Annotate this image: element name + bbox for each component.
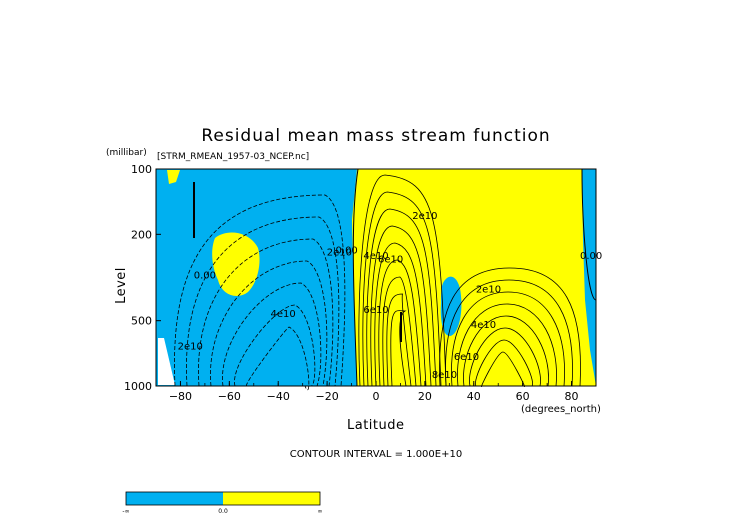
x-tick-label: −80 xyxy=(169,390,192,403)
negative-patch-central xyxy=(440,276,462,336)
y-tick-label: 1000 xyxy=(124,380,152,393)
contour-line-positive xyxy=(439,267,581,387)
contour-label: 2e10 xyxy=(178,342,203,353)
contour-line-positive xyxy=(451,291,565,387)
contour-line-positive xyxy=(386,293,412,387)
x-axis-label: Latitude xyxy=(347,418,405,433)
contour-label: 4e10 xyxy=(471,320,496,331)
contour-line-zero xyxy=(581,168,597,301)
contour-line-positive xyxy=(463,315,549,387)
contour-line-positive xyxy=(382,276,417,387)
colorbar-label: -∞ xyxy=(122,508,129,515)
contour-label: 6e10 xyxy=(378,255,403,266)
x-tick-label: 40 xyxy=(467,390,481,403)
contour-line-positive xyxy=(378,259,422,387)
contour-line-negative xyxy=(174,194,346,387)
colorbar-negative xyxy=(126,492,223,505)
contour-line-negative xyxy=(186,216,340,387)
contour-label: 4e10 xyxy=(270,309,295,320)
y-tick-label: 100 xyxy=(131,163,152,176)
contour-line-negative xyxy=(210,260,328,387)
x-tick-label: −40 xyxy=(267,390,290,403)
colorbar: -∞ 0.0 ∞ xyxy=(122,491,323,515)
x-axis-units: (degrees_north) xyxy=(521,404,601,415)
contour-label: 4e10 xyxy=(363,251,388,262)
contour-line-positive xyxy=(390,310,407,387)
x-tick-label: 0 xyxy=(373,390,380,403)
colorbar-positive xyxy=(223,492,320,505)
contour-label: 2e10 xyxy=(476,284,501,295)
contour-line-positive xyxy=(366,208,437,387)
colorbar-label: 0.0 xyxy=(218,508,228,515)
contour-interval-note: CONTOUR INTERVAL = 1.000E+10 xyxy=(289,449,463,460)
x-axis-ticks: −80 −60 −40 −20 0 20 40 60 80 xyxy=(155,381,597,403)
contour-line-positive xyxy=(445,279,573,387)
x-tick-label: 60 xyxy=(516,390,530,403)
positive-patch-corner xyxy=(167,170,180,184)
contour-label: 6e10 xyxy=(454,352,479,363)
contour-line-positive xyxy=(358,174,447,387)
contour-label: 6e10 xyxy=(363,305,388,316)
contour-line-zero xyxy=(352,168,359,387)
x-tick-label: −20 xyxy=(316,390,339,403)
contour-line-positive xyxy=(362,191,442,387)
contour-line-positive xyxy=(457,303,557,387)
contour-label: 0.00 xyxy=(194,271,216,282)
contour-label: 2e10 xyxy=(412,211,437,222)
contour-labels: 0.002e104e102e100.002e104e106e106e108e10… xyxy=(178,211,603,381)
contour-line-negative xyxy=(246,326,310,390)
positive-patch-west xyxy=(212,232,260,296)
fill-regions xyxy=(156,169,596,386)
y-axis-units: (millibar) xyxy=(106,148,147,158)
contour-line-positive xyxy=(469,327,541,387)
contour-label: 0.00 xyxy=(336,245,358,256)
contour-label: 8e10 xyxy=(432,370,457,381)
y-tick-label: 500 xyxy=(131,315,152,328)
y-axis-ticks: 100 200 500 1000 xyxy=(124,163,161,393)
contour-label: 0.00 xyxy=(580,251,602,262)
contour-line-negative xyxy=(198,238,334,387)
contour-lines xyxy=(174,168,597,390)
negative-region-east xyxy=(582,169,596,300)
missing-data-wedge xyxy=(158,338,175,385)
contour-line-negative xyxy=(234,304,316,387)
source-label: [STRM_RMEAN_1957-03_NCEP.nc] xyxy=(157,152,310,162)
contour-line-positive xyxy=(370,225,432,387)
contour-line-negative xyxy=(222,282,322,387)
x-tick-label: 80 xyxy=(565,390,579,403)
colorbar-frame xyxy=(125,491,321,506)
contour-line-positive xyxy=(475,339,533,387)
y-tick-label: 200 xyxy=(131,228,152,241)
contour-label: 2e10 xyxy=(327,247,352,258)
chart-title: Residual mean mass stream function xyxy=(201,126,551,146)
colorbar-label: ∞ xyxy=(318,508,323,515)
x-tick-label: 20 xyxy=(418,390,432,403)
contour-line-positive xyxy=(374,242,427,387)
positive-region-main xyxy=(352,169,596,386)
x-tick-label: −60 xyxy=(218,390,241,403)
